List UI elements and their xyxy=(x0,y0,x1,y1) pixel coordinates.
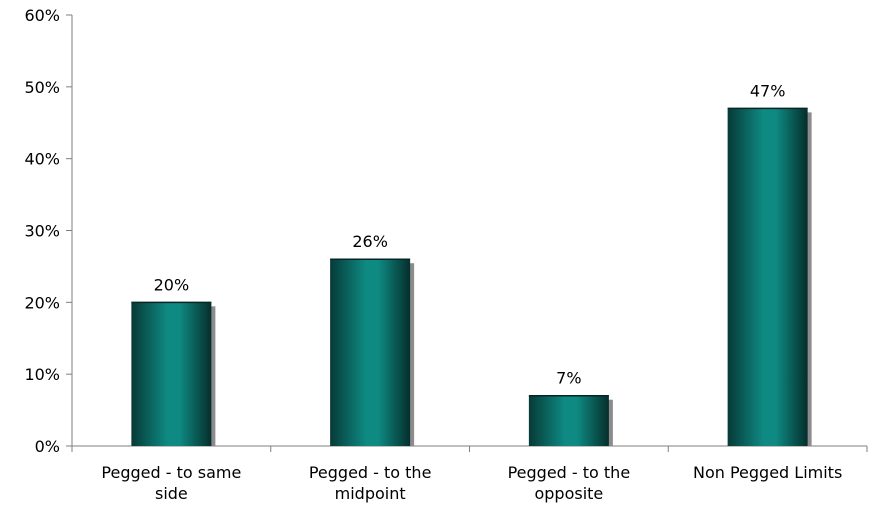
category-label: Non Pegged Limits xyxy=(693,463,842,482)
y-tick-label: 60% xyxy=(24,6,60,25)
data-label: 47% xyxy=(750,81,786,100)
y-tick-label: 0% xyxy=(35,437,60,456)
bar xyxy=(330,259,411,446)
bar xyxy=(528,395,609,446)
bars xyxy=(131,107,812,446)
category-label: Pegged - to the midpoint xyxy=(309,463,432,503)
category-label-line: opposite xyxy=(534,484,603,503)
category-label-line: midpoint xyxy=(335,484,406,503)
category-label: Pegged - to same side xyxy=(101,463,241,503)
y-tick-label: 20% xyxy=(24,293,60,312)
data-label: 26% xyxy=(352,232,388,251)
category-label-line: Non Pegged Limits xyxy=(693,463,842,482)
y-tick-label: 40% xyxy=(24,150,60,169)
category-label-line: Pegged - to same xyxy=(101,463,241,482)
category-label-line: Pegged - to the xyxy=(508,463,631,482)
category-label: Pegged - to the opposite xyxy=(508,463,631,503)
category-label-line: Pegged - to the xyxy=(309,463,432,482)
labels: 20% Pegged - to same side 26% Pegged - to th… xyxy=(101,81,842,503)
y-tick-label: 10% xyxy=(24,365,60,384)
data-label: 20% xyxy=(154,275,190,294)
bar xyxy=(131,302,212,446)
bar xyxy=(727,108,808,446)
y-tick-label: 30% xyxy=(24,222,60,241)
y-tick-label: 50% xyxy=(24,78,60,97)
data-label: 7% xyxy=(556,369,581,388)
category-label-line: side xyxy=(155,484,188,503)
